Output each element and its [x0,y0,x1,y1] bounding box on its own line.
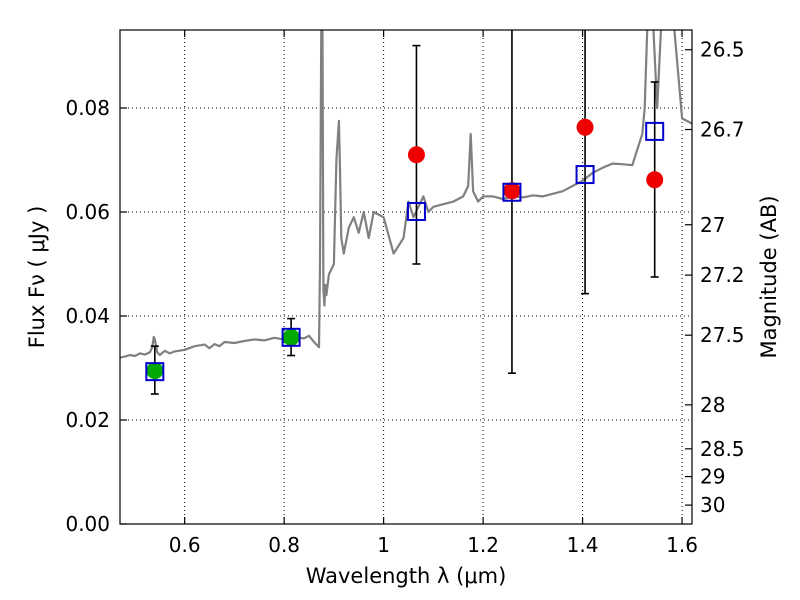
grid [120,30,692,525]
plot-frame [119,29,693,525]
marker-layer [145,118,665,382]
y-axis-title: Flux Fν ( μJy ) [25,206,49,349]
model-point [575,165,595,185]
observed-point [407,146,425,164]
y-tick-label: 0.08 [65,96,110,120]
y-tick-label: 0.06 [65,200,110,224]
x-axis: 0.6 0.8 1 1.2 1.4 1.6 [169,30,698,557]
observed-point [146,362,164,380]
y-tick-label: 0.02 [65,408,110,432]
y-axis: 0.00 0.02 0.04 0.06 0.08 [65,96,127,536]
mag-tick-label: 26.5 [700,38,745,62]
magnitude-axis-title: Magnitude (AB) [757,195,781,358]
observed-point [282,328,300,346]
spectrum-layer [120,30,692,359]
y-tick-label: 0.04 [65,304,110,328]
magnitude-axis: 26.5 26.7 27 27.2 27.5 28 28.5 29 30 [685,38,745,517]
model-point [502,182,522,202]
x-tick-label: 0.6 [169,533,201,557]
mag-tick-label: 27.5 [700,323,745,347]
mag-tick-label: 28.5 [700,437,745,461]
mag-tick-label: 29 [700,465,725,489]
y-tick-label: 0.00 [65,512,110,536]
x-tick-label: 1.6 [666,533,698,557]
x-axis-title: Wavelength λ (μm) [306,564,507,588]
observed-point [576,118,594,136]
spectrum-line [120,30,692,359]
x-tick-label: 1.4 [567,533,599,557]
model-point [281,327,301,347]
model-point [645,121,665,141]
model-point [406,201,426,221]
mag-tick-label: 27 [700,213,725,237]
model-point [145,362,165,382]
mag-tick-label: 26.7 [700,118,745,142]
x-tick-label: 0.8 [268,533,300,557]
x-tick-label: 1.2 [467,533,499,557]
x-tick-label: 1 [377,533,390,557]
mag-tick-label: 30 [700,493,725,517]
observed-point [503,182,521,200]
observed-point [646,171,664,189]
mag-tick-label: 27.2 [700,263,745,287]
mag-tick-label: 28 [700,393,725,417]
